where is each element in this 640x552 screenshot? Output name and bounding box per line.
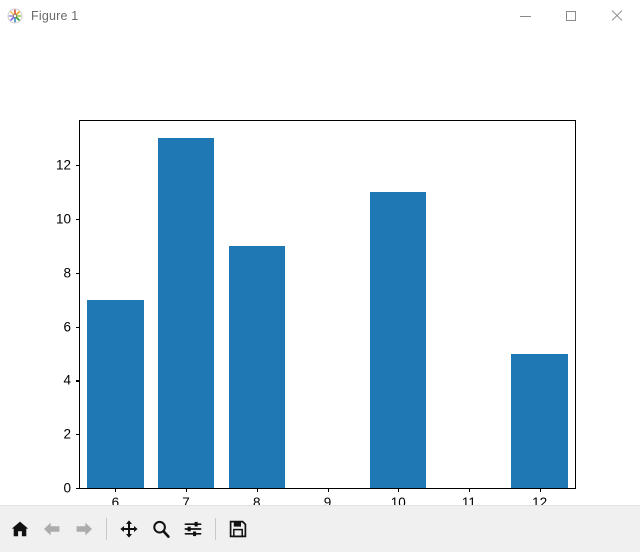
configure-subplots-button[interactable]: [177, 514, 208, 545]
x-axis-tick: [256, 488, 258, 492]
close-icon: [611, 10, 623, 22]
y-axis-tick: [76, 272, 80, 274]
chart-axes: 0 2 4 6 8 10 12 6 7 8 9 10 11 12: [56, 120, 576, 505]
back-arrow-icon: [43, 522, 59, 536]
y-axis-tick: [76, 380, 80, 382]
y-axis-tick-label: 6: [63, 319, 71, 335]
bar: [511, 353, 568, 488]
y-axis-tick-label: 4: [63, 372, 71, 388]
toolbar-separator-2: [215, 518, 216, 540]
bar: [87, 299, 144, 488]
x-axis-tick: [327, 488, 329, 492]
window-controls: [502, 0, 640, 32]
x-axis-tick-label: 12: [532, 495, 548, 505]
y-axis-tick: [76, 165, 80, 167]
maximize-button[interactable]: [548, 0, 594, 32]
navigation-toolbar: [0, 505, 640, 552]
maximize-icon: [566, 11, 576, 21]
figure: 0 2 4 6 8 10 12 6 7 8 9 10 11 12: [0, 32, 640, 505]
x-axis-tick: [468, 488, 471, 492]
pan-move-icon: [119, 520, 138, 538]
home-button[interactable]: [4, 514, 35, 545]
y-axis-tick-label: 10: [55, 211, 71, 227]
minimize-button[interactable]: [502, 0, 548, 32]
zoom-magnifier-icon: [152, 520, 170, 538]
x-axis-tick: [186, 488, 188, 492]
x-axis-tick-label: 10: [390, 495, 406, 505]
save-floppy-icon: [229, 520, 246, 538]
y-axis-tick-label: 2: [63, 426, 71, 442]
y-axis-tick-label: 0: [63, 480, 71, 496]
y-axis-tick: [76, 488, 80, 490]
bar: [228, 246, 286, 488]
x-axis-tick: [539, 488, 541, 492]
x-axis-tick-label: 7: [182, 495, 190, 505]
x-axis-tick-label: 11: [461, 495, 476, 505]
window-title: Figure 1: [31, 9, 79, 23]
y-axis-tick: [76, 326, 80, 328]
x-axis-tick: [115, 488, 117, 492]
y-axis-tick-label: 8: [63, 265, 71, 281]
bar: [369, 192, 427, 488]
plot-area: 0 2 4 6 8 10 12 6 7 8 9 10 11 12: [56, 121, 575, 505]
x-axis-tick-label: 8: [253, 495, 261, 505]
x-axis-tick-label: 6: [111, 495, 120, 505]
y-axis-tick: [76, 219, 80, 221]
x-axis-tick-label: 9: [323, 495, 332, 505]
forward-arrow-icon: [76, 522, 92, 536]
bar: [157, 138, 215, 488]
sliders-icon: [184, 521, 201, 537]
toolbar-separator: [106, 518, 107, 540]
x-axis-tick: [398, 488, 400, 492]
home-icon: [11, 521, 28, 537]
matplotlib-logo-icon: [7, 8, 23, 24]
pan-button[interactable]: [113, 514, 144, 545]
minimize-icon: [519, 15, 531, 17]
save-button[interactable]: [222, 514, 253, 545]
close-button[interactable]: [594, 0, 640, 32]
y-axis-tick: [76, 434, 80, 436]
zoom-button[interactable]: [145, 514, 176, 545]
y-axis-tick-label: 12: [55, 157, 71, 173]
title-bar: Figure 1: [0, 0, 640, 32]
forward-button[interactable]: [68, 514, 99, 545]
figure-canvas[interactable]: 0 2 4 6 8 10 12 6 7 8 9 10 11 12: [0, 32, 640, 505]
back-button[interactable]: [36, 514, 67, 545]
